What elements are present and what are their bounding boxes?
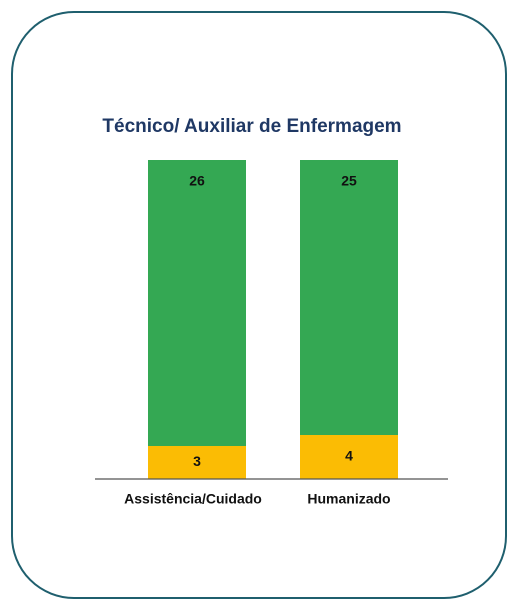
data-label: 4: [345, 448, 353, 464]
card-border: [11, 11, 507, 599]
chart-title: Técnico/ Auxiliar de Enfermagem: [102, 116, 401, 137]
x-tick-label: Assistência/Cuidado: [124, 491, 262, 507]
bar-segment: [300, 160, 398, 435]
bar-segment: [148, 160, 246, 446]
data-label: 25: [341, 173, 357, 189]
data-label: 26: [189, 173, 205, 189]
bar-segment: [300, 435, 398, 479]
x-tick-label: Humanizado: [307, 491, 390, 507]
bar-segment: [148, 446, 246, 479]
data-label: 3: [193, 453, 201, 469]
